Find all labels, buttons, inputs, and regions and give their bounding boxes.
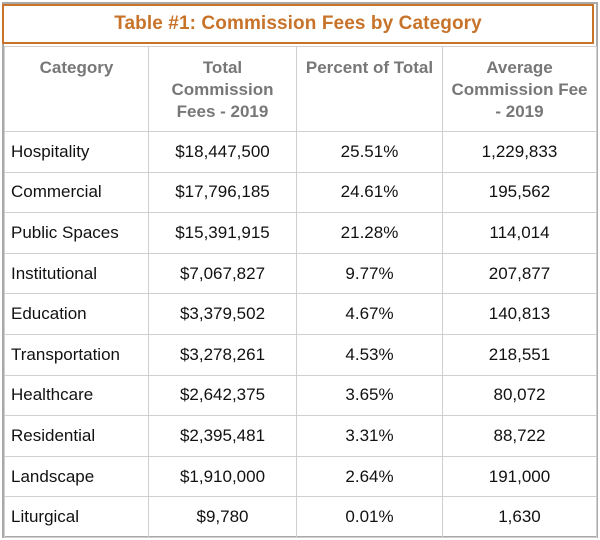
category-cell: Residential [4,415,149,457]
table-title: Table #1: Commission Fees by Category [114,13,482,34]
table-cell: 1,630 [442,496,597,538]
table-cell: $2,395,481 [148,415,297,457]
table-cell: 218,551 [442,333,597,376]
table-cell: 140,813 [442,293,597,335]
table-cell: 9.77% [296,252,443,295]
table-cell: $3,278,261 [148,333,297,376]
commission-fees-table: Category Total Commission Fees - 2019 Pe… [4,46,597,538]
table-cell: $9,780 [148,496,297,538]
column-header-label: Percent of Total [305,58,434,77]
table-cell: 4.67% [296,293,443,335]
table-row: Liturgical $9,780 0.01% 1,630 [4,496,597,538]
column-header: Category [4,46,149,132]
category-cell: Commercial [4,171,149,214]
column-header-label: Category [39,58,114,77]
table-row: Healthcare $2,642,375 3.65% 80,072 [4,374,597,417]
table-row: Public Spaces $15,391,915 21.28% 114,014 [4,212,597,254]
table-cell: 24.61% [296,171,443,214]
table-cell: 3.65% [296,374,443,417]
table-row: Residential $2,395,481 3.31% 88,722 [4,415,597,457]
table-row: Transportation $3,278,261 4.53% 218,551 [4,333,597,376]
table-row: Education $3,379,502 4.67% 140,813 [4,293,597,335]
table-row: Institutional $7,067,827 9.77% 207,877 [4,252,597,295]
table-cell: 207,877 [442,252,597,295]
table-cell: 195,562 [442,171,597,214]
table-row: Landscape $1,910,000 2.64% 191,000 [4,455,597,498]
table-cell: $1,910,000 [148,455,297,498]
column-header-label: Average Commission Fee - 2019 [451,58,588,121]
column-header: Average Commission Fee - 2019 [442,46,597,132]
category-cell: Education [4,293,149,335]
table-cell: $15,391,915 [148,212,297,254]
table-body: Hospitality $18,447,500 25.51% 1,229,833 Com… [4,131,597,538]
category-cell: Landscape [4,455,149,498]
table-cell: $17,796,185 [148,171,297,214]
table-cell: 191,000 [442,455,597,498]
table-cell: 0.01% [296,496,443,538]
table-cell: $2,642,375 [148,374,297,417]
category-cell: Transportation [4,333,149,376]
table-title-bar: Table #1: Commission Fees by Category [2,4,594,44]
table-cell: $7,067,827 [148,252,297,295]
column-header: Percent of Total [296,46,443,132]
column-header-label: Total Commission Fees - 2019 [171,58,274,121]
table-cell: 3.31% [296,415,443,457]
table-cell: 88,722 [442,415,597,457]
table-row: Hospitality $18,447,500 25.51% 1,229,833 [4,131,597,173]
header-row: Category Total Commission Fees - 2019 Pe… [4,46,597,132]
category-cell: Hospitality [4,131,149,173]
table-cell: 4.53% [296,333,443,376]
table-cell: 114,014 [442,212,597,254]
category-cell: Healthcare [4,374,149,417]
category-cell: Liturgical [4,496,149,538]
table-cell: 21.28% [296,212,443,254]
table-cell: 2.64% [296,455,443,498]
table-cell: 80,072 [442,374,597,417]
table-cell: $3,379,502 [148,293,297,335]
table-row: Commercial $17,796,185 24.61% 195,562 [4,171,597,214]
table-cell: 25.51% [296,131,443,173]
category-cell: Institutional [4,252,149,295]
table-cell: 1,229,833 [442,131,597,173]
table-cell: $18,447,500 [148,131,297,173]
category-cell: Public Spaces [4,212,149,254]
column-header: Total Commission Fees - 2019 [148,46,297,132]
